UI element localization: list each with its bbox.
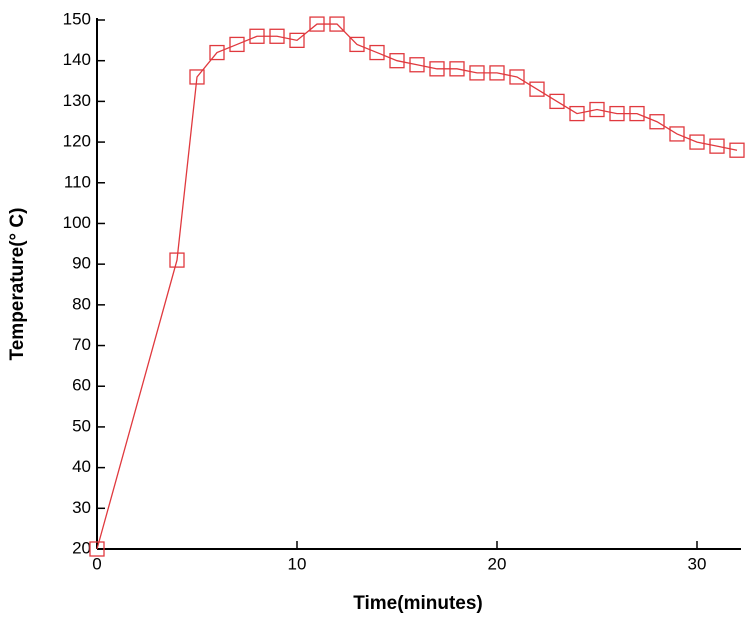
y-tick-label: 40 (72, 457, 91, 476)
marker (709, 138, 725, 154)
marker (209, 44, 225, 61)
marker (569, 105, 585, 122)
y-tick-label: 70 (72, 335, 91, 354)
marker (389, 53, 405, 69)
x-tick-label: 0 (92, 554, 101, 573)
y-tick-label: 120 (63, 132, 91, 151)
marker (689, 134, 705, 150)
marker (189, 69, 205, 85)
marker (369, 44, 385, 61)
marker (269, 28, 285, 44)
x-axis-title: Time(minutes) (353, 593, 483, 614)
marker (469, 65, 485, 81)
series-line (96, 23, 738, 550)
y-tick-label: 150 (63, 9, 91, 28)
x-tick-label: 20 (488, 554, 507, 573)
marker (449, 61, 465, 77)
marker (329, 16, 345, 32)
x-tick-label: 30 (688, 554, 707, 573)
marker (669, 126, 685, 142)
marker (609, 105, 625, 122)
x-tick-label: 10 (288, 554, 307, 573)
marker (409, 57, 425, 73)
marker (309, 16, 325, 32)
y-tick-label: 90 (72, 254, 91, 273)
y-tick-label: 30 (72, 498, 91, 517)
y-tick-label: 80 (72, 294, 91, 313)
y-tick-label: 110 (64, 172, 91, 191)
marker (589, 101, 605, 118)
marker (169, 252, 185, 268)
marker (429, 61, 445, 77)
marker (349, 36, 365, 53)
marker (509, 69, 525, 85)
marker (549, 93, 565, 110)
marker (289, 32, 305, 48)
marker (629, 105, 645, 122)
y-tick-label: 140 (63, 50, 91, 69)
y-tick-label: 20 (72, 538, 91, 557)
marker (489, 65, 505, 81)
marker (529, 81, 545, 97)
marker (89, 541, 105, 557)
y-axis-title: Temperature(° C) (7, 208, 28, 361)
marker (729, 142, 745, 158)
y-tick-label: 60 (72, 376, 91, 395)
y-tick-label: 100 (63, 213, 91, 232)
y-tick-label: 130 (63, 91, 91, 110)
marker (229, 36, 245, 53)
marker (249, 28, 265, 44)
y-tick-label: 50 (72, 416, 91, 435)
marker (649, 114, 665, 130)
